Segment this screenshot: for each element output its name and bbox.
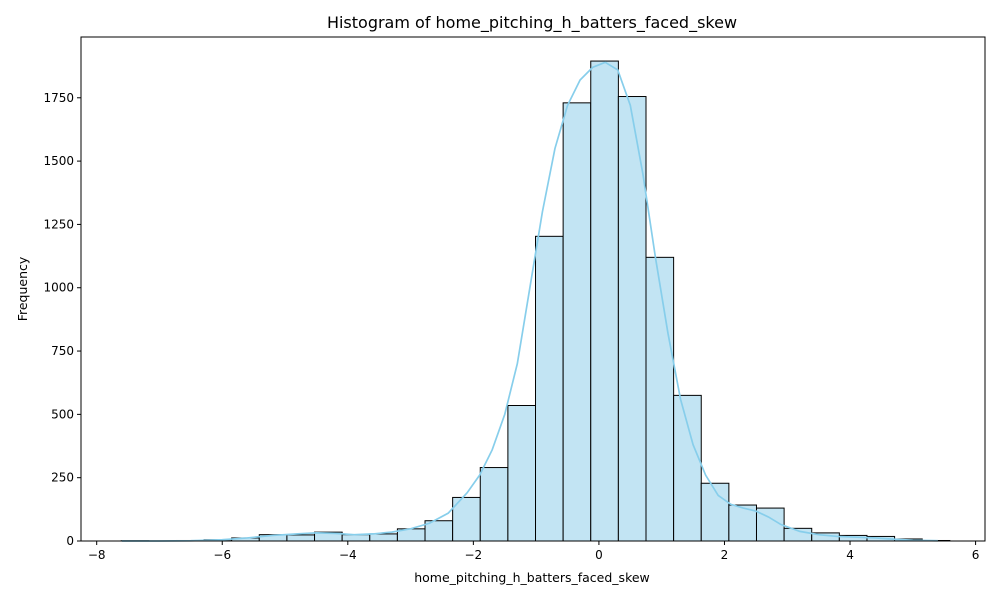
x-tick-label-6: 4 bbox=[846, 548, 854, 562]
histogram-bar-13 bbox=[480, 468, 508, 541]
histogram-bar-8 bbox=[342, 535, 370, 541]
y-tick-label-2: 500 bbox=[51, 407, 74, 421]
histogram-bar-6 bbox=[287, 535, 315, 541]
x-axis-label: home_pitching_h_batters_faced_skew bbox=[414, 570, 650, 585]
y-axis: 0 250 500 750 1000 1250 1500 1750 bbox=[43, 91, 81, 548]
histogram-bar-16 bbox=[563, 103, 591, 541]
x-tick-label-4: 0 bbox=[595, 548, 603, 562]
histogram-bar-17 bbox=[591, 61, 619, 541]
y-axis-label: Frequency bbox=[15, 256, 30, 321]
x-tick-label-1: −6 bbox=[213, 548, 231, 562]
x-tick-label-0: −8 bbox=[88, 548, 106, 562]
histogram-bar-18 bbox=[618, 97, 646, 541]
y-tick-label-6: 1500 bbox=[43, 154, 74, 168]
y-tick-label-3: 750 bbox=[51, 344, 74, 358]
y-tick-label-0: 0 bbox=[66, 534, 74, 548]
x-tick-label-5: 2 bbox=[721, 548, 729, 562]
x-tick-label-7: 6 bbox=[972, 548, 980, 562]
y-tick-label-1: 250 bbox=[51, 471, 74, 485]
x-axis: −8 −6 −4 −2 0 2 4 6 bbox=[88, 541, 980, 562]
histogram-bar-14 bbox=[508, 406, 536, 541]
bars-group bbox=[121, 61, 950, 541]
y-tick-label-4: 1000 bbox=[43, 281, 74, 295]
histogram-bar-20 bbox=[674, 395, 702, 541]
x-tick-label-2: −4 bbox=[339, 548, 357, 562]
chart-title: Histogram of home_pitching_h_batters_fac… bbox=[327, 13, 737, 33]
y-tick-label-5: 1250 bbox=[43, 217, 74, 231]
histogram-bar-9 bbox=[370, 534, 398, 541]
x-tick-label-3: −2 bbox=[465, 548, 483, 562]
histogram-bar-15 bbox=[536, 236, 564, 541]
y-tick-label-7: 1750 bbox=[43, 91, 74, 105]
histogram-bar-19 bbox=[646, 257, 674, 541]
